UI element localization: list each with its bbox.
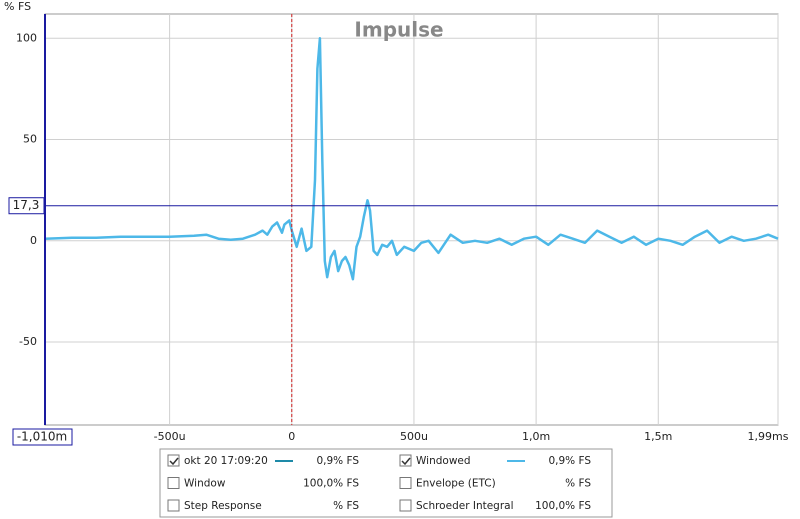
plot-frame [44,13,779,426]
legend-value: 0,9% FS [316,455,359,467]
y-tick-label: 0 [30,234,37,247]
x-tick-label: 1,0m [522,430,550,443]
y-tick-label: 100 [16,31,37,44]
series-line [44,37,779,281]
legend-checkbox [399,499,412,512]
cursor-h-label: 17,3 [13,198,40,212]
legend-label: Schroeder Integral [416,500,514,512]
chart-title: Impulse [354,18,443,42]
cursor-v-label: -1,010m [17,430,67,444]
x-tick-label: -500u [154,430,186,443]
legend-label: Window [184,478,226,490]
legend-value: 0,9% FS [548,455,591,467]
y-tick-label: -50 [19,335,37,348]
legend-checkbox [167,499,180,512]
legend-checkbox [167,454,180,467]
legend-checkbox [399,454,412,467]
legend-label: okt 20 17:09:20 [184,455,268,467]
x-tick-label: 500u [400,430,428,443]
y-axis-label: % FS [4,0,31,13]
legend-label: Envelope (ETC) [416,478,496,490]
legend-checkbox [167,477,180,489]
legend-label: Step Response [184,500,262,512]
x-tick-label: 0 [288,430,295,443]
cursor-v-box [12,428,73,446]
legend-box [159,448,613,518]
legend-checkmark [169,457,179,466]
legend-label: Windowed [416,455,471,467]
legend-value: % FS [333,500,359,512]
x-tick-label: 1,5m [644,430,672,443]
legend-value: % FS [565,478,591,490]
legend-checkbox [399,477,412,489]
y-tick-label: 50 [23,133,37,146]
legend-value: 100,0% FS [535,500,591,512]
x-tick-label: 1,99ms [748,430,789,443]
legend-checkmark [401,457,411,466]
legend-value: 100,0% FS [303,478,359,490]
